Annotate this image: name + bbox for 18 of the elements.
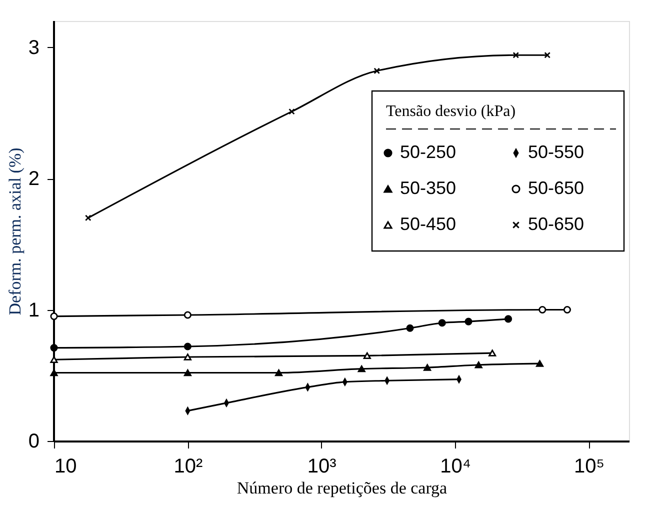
- legend-label: 50-450: [400, 214, 456, 234]
- x-tick-label: 10: [54, 456, 77, 478]
- y-tick-label: 3: [28, 36, 40, 59]
- legend-label: 50-650: [528, 214, 584, 234]
- legend-label: 50-250: [400, 142, 456, 162]
- x-tick-label: 10²: [174, 456, 203, 478]
- x-tick-label: 10³: [307, 456, 337, 478]
- y-tick-label: 0: [28, 430, 40, 452]
- legend-label: 50-550: [528, 142, 584, 162]
- x-axis-title: Número de repetições de carga: [236, 478, 448, 498]
- legend-label: 50-350: [400, 178, 456, 198]
- y-axis-title: Deform. perm. axial (%): [5, 148, 24, 316]
- x-tick-label: 10⁴: [440, 456, 471, 478]
- legend-label: 50-650: [528, 178, 584, 198]
- y-tick-label: 2: [28, 168, 40, 190]
- x-tick-label: 10⁵: [574, 456, 605, 478]
- legend-title: Tensão desvio (kPa): [386, 103, 516, 120]
- y-tick-label: 1: [28, 299, 40, 322]
